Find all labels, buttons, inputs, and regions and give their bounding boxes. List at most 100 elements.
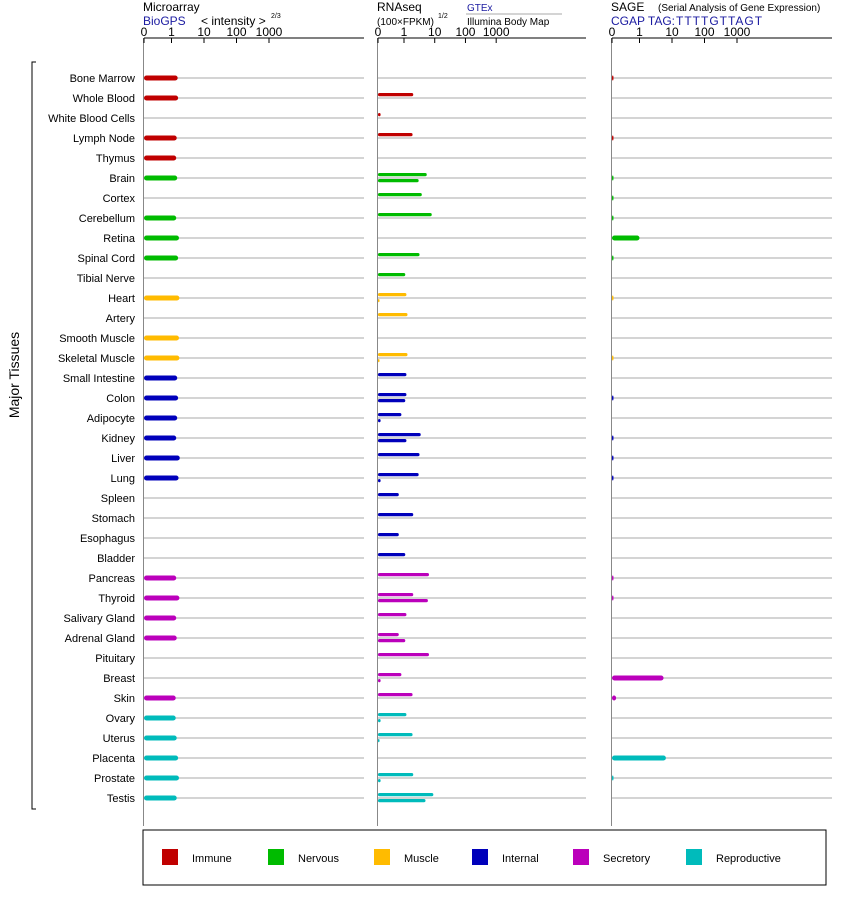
tick-label: 100 xyxy=(694,25,714,39)
bar-microarray-whole-blood xyxy=(144,95,179,101)
bar-sage-pancreas xyxy=(612,575,614,581)
tissue-label-cortex: Cortex xyxy=(103,193,136,205)
sage-subtitle: (Serial Analysis of Gene Expression) xyxy=(658,3,820,14)
tissue-label-liver: Liver xyxy=(111,453,135,465)
bar-microarray-testis xyxy=(144,795,177,801)
tissue-label-placenta: Placenta xyxy=(92,753,136,765)
tissue-label-adipocyte: Adipocyte xyxy=(87,413,135,425)
panel-microarray: 0 1 10 100 1000 xyxy=(141,25,364,826)
bar-rnaseq-brain-s0 xyxy=(378,173,427,177)
bar-sage-brain xyxy=(612,175,614,181)
legend-swatch-immune xyxy=(162,849,178,865)
tissue-label-kidney: Kidney xyxy=(101,433,135,445)
bar-rnaseq-lung-s1 xyxy=(378,479,381,483)
bar-rnaseq-kidney-s0 xyxy=(378,433,421,437)
bar-sage-liver xyxy=(612,455,614,461)
bar-rnaseq-brain-s1 xyxy=(378,179,419,183)
bar-rnaseq-prostate-s1 xyxy=(378,779,381,783)
tissue-label-thyroid: Thyroid xyxy=(98,593,135,605)
bar-microarray-heart xyxy=(144,295,180,301)
bar-sage-placenta xyxy=(612,755,666,761)
bar-rnaseq-lymph-node-s0 xyxy=(378,133,413,137)
tissue-label-heart: Heart xyxy=(108,293,135,305)
bar-microarray-colon xyxy=(144,395,179,401)
bar-rnaseq-salivary-gland-s0 xyxy=(378,613,407,617)
bar-sage-bone-marrow xyxy=(612,75,614,81)
tick-label: 0 xyxy=(141,25,148,39)
tissue-label-white-blood-cells: White Blood Cells xyxy=(48,113,135,125)
bar-sage-lung xyxy=(612,475,614,481)
bar-microarray-prostate xyxy=(144,775,179,781)
bar-rnaseq-bladder-s0 xyxy=(378,553,406,557)
tick-label: 10 xyxy=(428,25,442,39)
rnaseq-title: RNAseq xyxy=(377,0,422,14)
tissue-label-testis: Testis xyxy=(107,793,136,805)
bar-microarray-lymph-node xyxy=(144,135,177,141)
bar-rnaseq-testis-s0 xyxy=(378,793,434,797)
legend-label-nervous: Nervous xyxy=(298,853,339,865)
bar-microarray-brain xyxy=(144,175,178,181)
tick-label: 10 xyxy=(197,25,211,39)
tissue-label-breast: Breast xyxy=(103,673,135,685)
legend-swatch-internal xyxy=(472,849,488,865)
bar-microarray-bone-marrow xyxy=(144,75,178,81)
bar-sage-cerebellum xyxy=(612,215,614,221)
legend-swatch-reproductive xyxy=(686,849,702,865)
sage-tag-sequence: TTTTGTTAGT xyxy=(676,14,763,28)
tissue-label-bone-marrow: Bone Marrow xyxy=(70,73,135,85)
microarray-title: Microarray xyxy=(143,0,200,14)
tick-label: 100 xyxy=(226,25,246,39)
tissue-label-prostate: Prostate xyxy=(94,773,135,785)
bar-rnaseq-stomach-s0 xyxy=(378,513,414,517)
tissue-label-salivary-gland: Salivary Gland xyxy=(63,613,135,625)
tissue-label-lung: Lung xyxy=(111,473,135,485)
bar-rnaseq-skeletal-muscle-s1 xyxy=(378,359,380,363)
bar-rnaseq-kidney-s1 xyxy=(378,439,407,443)
bar-microarray-kidney xyxy=(144,435,177,441)
tissue-label-skeletal-muscle: Skeletal Muscle xyxy=(58,353,135,365)
bar-rnaseq-ovary-s0 xyxy=(378,713,407,717)
bar-microarray-retina xyxy=(144,235,179,241)
bar-sage-skin xyxy=(612,695,617,701)
tissue-label-adrenal-gland: Adrenal Gland xyxy=(65,633,135,645)
bar-sage-retina xyxy=(612,235,640,241)
bar-microarray-spinal-cord xyxy=(144,255,179,261)
tissue-label-cerebellum: Cerebellum xyxy=(79,213,135,225)
tick-label: 10 xyxy=(665,25,679,39)
tissue-label-uterus: Uterus xyxy=(103,733,136,745)
bar-microarray-placenta xyxy=(144,755,179,761)
bar-rnaseq-liver-s0 xyxy=(378,453,420,457)
legend-swatch-muscle xyxy=(374,849,390,865)
tissue-label-ovary: Ovary xyxy=(106,713,136,725)
bar-rnaseq-heart-s1 xyxy=(378,299,380,303)
bar-rnaseq-uterus-s0 xyxy=(378,733,413,737)
bar-microarray-salivary-gland xyxy=(144,615,177,621)
bar-rnaseq-colon-s1 xyxy=(378,399,406,403)
bar-microarray-thyroid xyxy=(144,595,180,601)
bar-rnaseq-adipocyte-s0 xyxy=(378,413,402,417)
bar-sage-kidney xyxy=(612,435,614,441)
tissue-label-smooth-muscle: Smooth Muscle xyxy=(59,333,135,345)
bar-rnaseq-cortex-s0 xyxy=(378,193,422,197)
tick-label: 1000 xyxy=(483,25,510,39)
tissue-label-bladder: Bladder xyxy=(97,553,135,565)
bar-rnaseq-heart-s0 xyxy=(378,293,407,297)
bar-rnaseq-colon-s0 xyxy=(378,393,407,397)
bar-sage-thyroid xyxy=(612,595,614,601)
rnaseq-source: GTEx xyxy=(467,3,493,14)
bar-rnaseq-artery-s0 xyxy=(378,313,408,317)
bar-rnaseq-breast-s1 xyxy=(378,679,381,683)
bar-microarray-skin xyxy=(144,695,176,701)
bar-microarray-thymus xyxy=(144,155,177,161)
bar-rnaseq-lung-s0 xyxy=(378,473,419,477)
bar-microarray-adipocyte xyxy=(144,415,178,421)
tissue-label-spinal-cord: Spinal Cord xyxy=(78,253,135,265)
tick-label: 0 xyxy=(609,25,616,39)
tissue-label-lymph-node: Lymph Node xyxy=(73,133,135,145)
bar-rnaseq-adrenal-gland-s0 xyxy=(378,633,399,637)
bar-rnaseq-pancreas-s0 xyxy=(378,573,429,577)
legend-swatch-nervous xyxy=(268,849,284,865)
legend-label-muscle: Muscle xyxy=(404,853,439,865)
microarray-unit-label: < intensity > xyxy=(201,14,266,28)
tissue-label-artery: Artery xyxy=(106,313,136,325)
